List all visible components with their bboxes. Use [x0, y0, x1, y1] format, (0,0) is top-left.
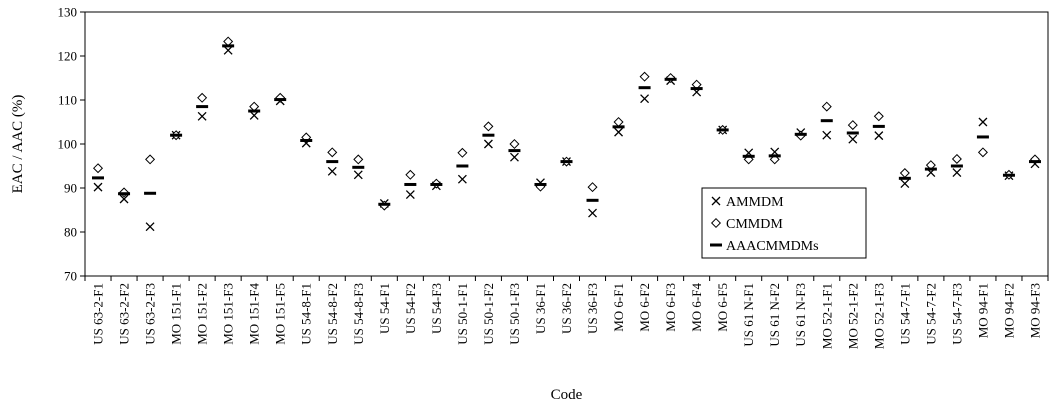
point-ammdm	[952, 168, 962, 178]
point-ammdm	[588, 208, 597, 218]
x-tick-label: US 63-2-F2	[117, 283, 132, 345]
x-tick-label: MO 151-F1	[169, 283, 184, 345]
x-tick-label: US 50-1-F1	[455, 283, 470, 345]
x-tick-label: US 36-F2	[559, 283, 574, 334]
series-ammdm	[93, 45, 1040, 232]
x-tick-label: US 63-2-F3	[143, 283, 158, 345]
x-tick-label: US 54-F1	[377, 283, 392, 334]
point-cmmdm	[951, 153, 962, 164]
x-tick-label: US 50-1-F3	[507, 283, 522, 345]
x-tick-label: US 54-8-F3	[351, 283, 366, 345]
point-cmmdm	[405, 169, 416, 180]
legend-label: AMMDM	[726, 195, 784, 210]
y-axis-title: EAC / AAC (%)	[10, 95, 26, 194]
y-tick-label: 90	[64, 181, 77, 196]
point-ammdm	[145, 222, 155, 232]
y-tick-label: 100	[58, 137, 78, 152]
point-ammdm	[822, 130, 832, 140]
point-cmmdm	[873, 111, 884, 122]
point-cmmdm	[145, 154, 156, 165]
point-cmmdm	[847, 120, 858, 131]
x-tick-label: MO 94-F1	[975, 283, 990, 338]
point-ammdm	[197, 111, 207, 121]
point-cmmdm	[353, 154, 364, 165]
point-ammdm	[223, 45, 233, 55]
y-tick-label: 80	[64, 225, 77, 240]
legend-label: CMMDM	[726, 217, 783, 232]
x-tick-label: US 61 N-F2	[767, 283, 782, 347]
x-tick-label: MO 52-1-F3	[871, 283, 886, 349]
x-tick-label: MO 52-1-F2	[845, 283, 860, 349]
point-ammdm	[457, 174, 467, 184]
point-cmmdm	[977, 147, 988, 158]
x-tick-label: US 36-F1	[533, 283, 548, 334]
point-cmmdm	[587, 182, 598, 193]
x-tick-label: US 54-7-F1	[897, 283, 912, 345]
point-cmmdm	[509, 138, 520, 150]
y-tick-label: 110	[58, 93, 77, 108]
data-marks	[92, 36, 1041, 232]
series-cmmdm	[93, 36, 1040, 211]
x-tick-label: US 54-7-F2	[923, 283, 938, 345]
point-ammdm	[900, 179, 910, 189]
point-ammdm	[874, 131, 884, 141]
x-tick-label: MO 151-F4	[247, 283, 262, 345]
point-cmmdm	[457, 147, 468, 158]
point-ammdm	[509, 152, 519, 162]
y-tick-label: 130	[58, 5, 78, 20]
legend: AMMDM CMMDM AAACMMDMs	[701, 187, 867, 259]
point-cmmdm	[93, 163, 104, 174]
point-ammdm	[249, 110, 259, 120]
y-tick-label: 120	[58, 49, 78, 64]
x-tick-label: US 63-2-F1	[91, 283, 106, 345]
point-ammdm	[640, 94, 650, 104]
point-cmmdm	[639, 71, 650, 82]
point-cmmdm	[197, 92, 208, 103]
point-ammdm	[119, 194, 129, 204]
x-tick-label: MO 151-F2	[195, 283, 210, 345]
x-tick-label: US 54-7-F3	[949, 283, 964, 345]
x-tick-label: US 61 N-F3	[793, 283, 808, 347]
point-cmmdm	[899, 168, 910, 179]
y-tick-label: 70	[64, 269, 77, 284]
point-cmmdm	[327, 147, 338, 158]
x-tick-label: MO 6-F2	[637, 283, 652, 332]
point-ammdm	[978, 117, 988, 127]
y-axis: 70 80 90 100 110 120 130	[58, 5, 85, 284]
x-tick-label: US 54-8-F1	[299, 283, 314, 345]
x-tick-label: MO 94-F2	[1001, 283, 1016, 338]
point-cmmdm	[483, 121, 494, 132]
series-aaacmmdms	[92, 44, 1041, 206]
legend-marker-cmmdm	[710, 217, 722, 229]
x-tick-label: US 54-F2	[403, 283, 418, 334]
x-tick-label: MO 52-1-F1	[819, 283, 834, 349]
x-tick-label: US 54-F3	[429, 283, 444, 334]
point-ammdm	[614, 127, 624, 137]
point-ammdm	[405, 190, 415, 200]
point-cmmdm	[821, 101, 832, 112]
point-ammdm	[93, 182, 103, 192]
x-axis-title: Code	[551, 387, 583, 403]
x-tick-label: US 36-F3	[585, 283, 600, 334]
point-ammdm	[353, 170, 363, 180]
x-tick-label: US 50-1-F2	[481, 283, 496, 345]
x-tick-label: MO 94-F3	[1027, 283, 1042, 338]
point-ammdm	[848, 134, 858, 144]
legend-label: AAACMMDMs	[726, 239, 819, 254]
point-ammdm	[327, 166, 337, 176]
x-tick-label: US 54-8-F2	[325, 283, 340, 345]
x-tick-label: MO 6-F1	[611, 283, 626, 332]
legend-box	[701, 187, 867, 259]
x-tick-label: MO 6-F4	[689, 283, 704, 332]
x-axis: US 63-2-F1 US 63-2-F2 US 63-2-F3 MO 151-F1 M…	[84, 276, 1049, 349]
x-tick-label: MO 6-F3	[663, 283, 678, 332]
x-tick-label: MO 151-F5	[273, 283, 288, 345]
point-cmmdm	[613, 116, 624, 128]
x-tick-label: MO 6-F5	[715, 283, 730, 332]
x-tick-label: MO 151-F3	[221, 283, 236, 345]
legend-marker-ammdm	[711, 196, 721, 206]
point-ammdm	[483, 139, 493, 149]
x-tick-label: US 61 N-F1	[741, 283, 756, 347]
